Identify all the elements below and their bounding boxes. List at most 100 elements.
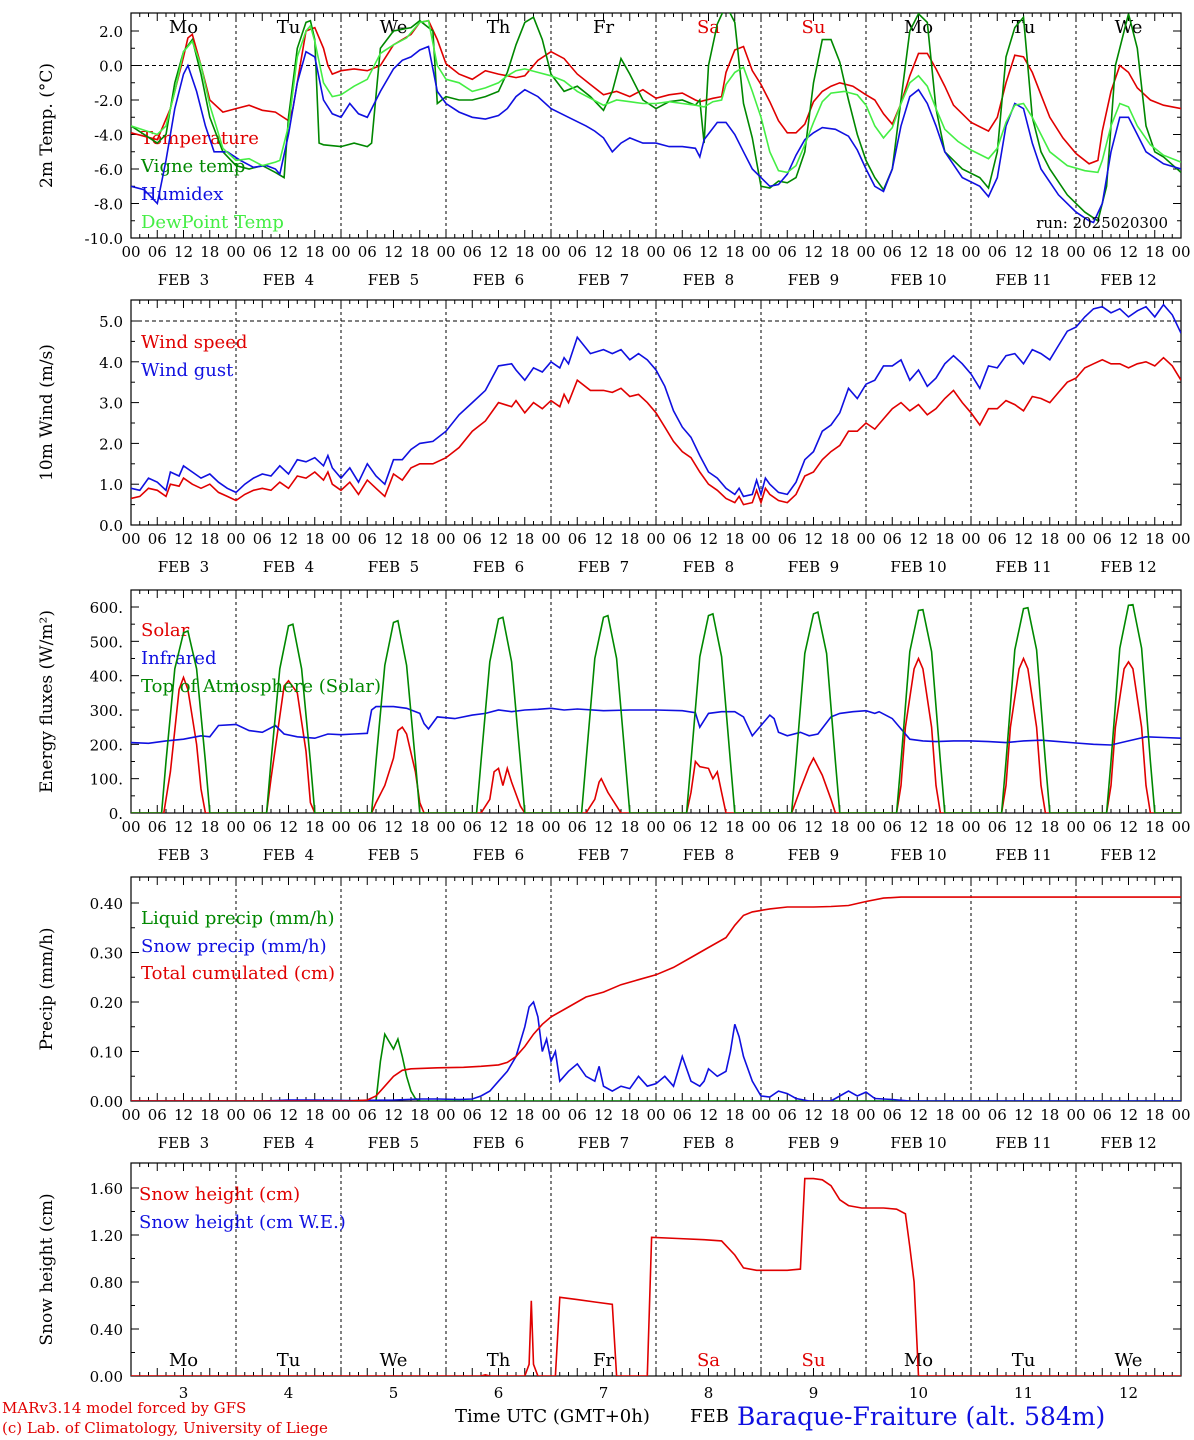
x-hour-label: 06 [463,530,482,548]
x-hour-label: 06 [883,1106,902,1124]
series-line-blue [131,303,1181,498]
x-hour-label: 00 [751,1106,770,1124]
x-hour-label: 00 [1066,1106,1085,1124]
y-tick-label: 200. [90,736,123,754]
y-tick-label: -10.0 [85,230,123,248]
x-hour-label: 00 [961,818,980,836]
x-hour-label: 00 [646,243,665,261]
x-hour-label: 12 [489,1106,508,1124]
x-date-label: FEB 4 [263,846,314,864]
x-hour-label: 12 [699,1106,718,1124]
x-hour-label: 12 [489,243,508,261]
x-date-label: FEB 4 [263,558,314,576]
x-hour-label: 18 [1145,818,1164,836]
legend-entry: Vigne temp [140,156,245,177]
x-hour-label: 12 [594,1106,613,1124]
x-date-label: FEB 9 [788,558,839,576]
x-day-number: 6 [494,1384,504,1402]
x-hour-label: 00 [1066,818,1085,836]
panel-5: 1.60 1.20 0.80 0.40 0.00 Snow height (cm) 3 4 5 6… [37,1162,1182,1402]
series-line-red [131,656,1181,813]
x-hour-label: 12 [1014,243,1033,261]
x-date-label: FEB 12 [1100,558,1156,576]
x-hour-label: 06 [463,1106,482,1124]
x-hour-label: 18 [725,1106,744,1124]
x-day-number: 4 [284,1384,294,1402]
x-hour-label: 06 [1093,818,1112,836]
x-hour-label: 18 [1145,243,1164,261]
x-hour-label: 12 [699,530,718,548]
x-hour-label: 06 [568,1106,587,1124]
x-date-label: FEB 8 [683,271,734,289]
weekday-label: Th [487,17,511,38]
x-day-number: 8 [704,1384,714,1402]
x-hour-label: 00 [331,243,350,261]
x-date-label: FEB 5 [368,558,419,576]
x-hour-label: 00 [436,1106,455,1124]
x-date-label: FEB 4 [263,271,314,289]
x-hour-label: 18 [410,243,429,261]
x-date-label: FEB 11 [995,1134,1051,1152]
x-date-label: FEB 10 [890,271,946,289]
x-hour-label: 00 [436,243,455,261]
x-hour-label: 18 [935,1106,954,1124]
panel-4: 0.40 0.30 0.20 0.10 0.00 Precip (mm/h) 00 06 12 1… [37,876,1191,1152]
y-tick-label: 2.0 [99,23,123,41]
x-hour-label: 00 [751,818,770,836]
x-hour-label: 18 [830,530,849,548]
panel-3: 600. 500. 400. 300. 200. 100. 0. Energy fluxes … [37,589,1191,864]
x-hour-label: 12 [804,530,823,548]
x-hour-label: 12 [489,530,508,548]
x-date-label: FEB 4 [263,1134,314,1152]
x-hour-label: 18 [935,243,954,261]
x-hour-label: 12 [279,1106,298,1124]
x-hour-label: 06 [1093,530,1112,548]
x-hour-label: 06 [148,243,167,261]
x-hour-label: 18 [1040,1106,1059,1124]
weekday-label: Tu [277,17,301,38]
x-hour-label: 06 [883,530,902,548]
legend-entry: Wind gust [141,360,234,381]
legend-entry: Infrared [141,648,216,669]
y-tick-label: -2.0 [94,92,123,110]
y-tick-label: 0.10 [90,1044,123,1062]
x-hour-label: 00 [856,530,875,548]
x-hour-label: 18 [1145,1106,1164,1124]
y-tick-label: 0.30 [90,945,123,963]
series-line-green [131,13,1181,223]
x-hour-label: 06 [568,243,587,261]
x-hour-label: 12 [804,1106,823,1124]
x-hour-label: 12 [699,243,718,261]
x-hour-label: 12 [279,818,298,836]
x-hour-label: 06 [673,818,692,836]
x-hour-label: 06 [988,530,1007,548]
weekday-label: Th [487,1350,511,1371]
x-hour-label: 18 [935,818,954,836]
legend-entry: Humidex [141,184,223,205]
y-tick-label: 1.20 [90,1227,123,1245]
x-hour-label: 12 [174,243,193,261]
x-hour-label: 00 [1171,1106,1190,1124]
x-hour-label: 18 [515,530,534,548]
y-axis-label: Snow height (cm) [37,1193,57,1345]
x-hour-label: 06 [463,818,482,836]
x-hour-label: 12 [174,1106,193,1124]
legend-entry: Temperature [141,128,259,149]
series-line-lightgreen [131,19,1181,174]
x-date-label: FEB 8 [683,558,734,576]
x-hour-label: 06 [1093,243,1112,261]
y-tick-label: 4.0 [99,354,123,372]
weekday-label: Mo [169,1350,198,1371]
x-hour-label: 18 [305,818,324,836]
x-hour-label: 06 [673,530,692,548]
x-day-number: 9 [809,1384,819,1402]
legend-entry: DewPoint Temp [141,212,284,233]
x-hour-label: 00 [856,1106,875,1124]
x-day-number: 12 [1119,1384,1138,1402]
y-tick-label: 0.40 [90,895,123,913]
x-hour-label: 12 [489,818,508,836]
x-hour-label: 18 [830,818,849,836]
y-tick-label: -6.0 [94,161,123,179]
x-hour-label: 00 [856,818,875,836]
x-hour-label: 18 [410,530,429,548]
